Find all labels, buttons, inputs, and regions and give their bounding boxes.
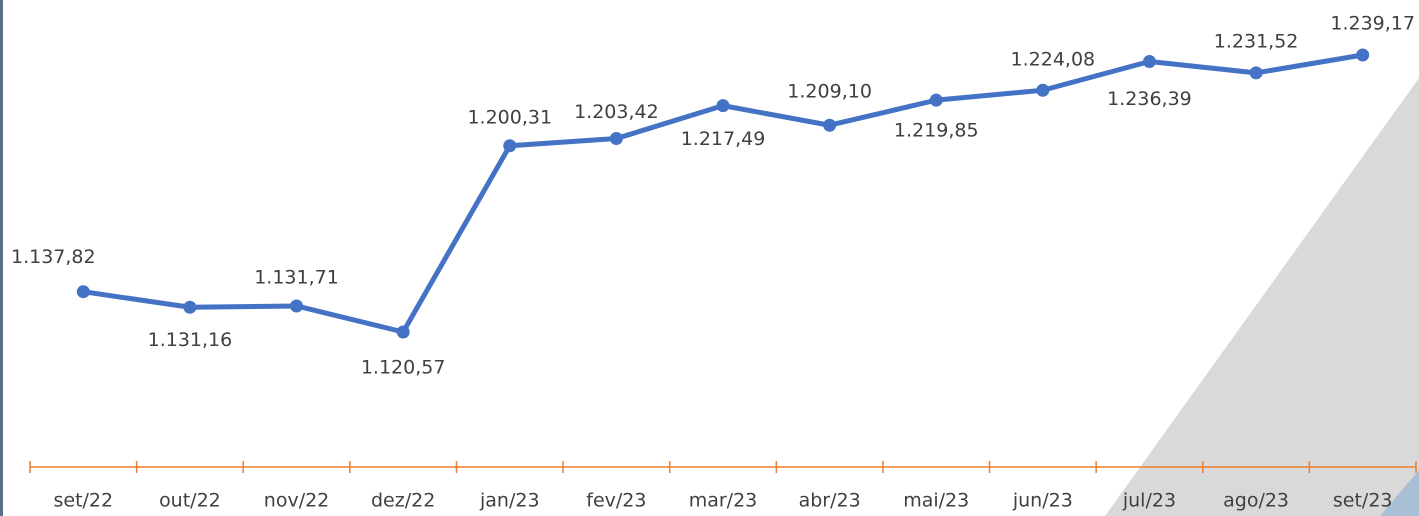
data-point <box>609 131 623 145</box>
data-point <box>183 300 197 314</box>
plot-area: 1.137,82 1.131,16 1.131,71 1.120,57 1.200,31… <box>11 13 1415 379</box>
data-point <box>716 99 730 113</box>
x-tick-label: jun/23 <box>1012 490 1073 512</box>
x-axis: set/22 out/22 nov/22 dez/22 jan/23 fev/23 mar/… <box>29 461 1417 512</box>
x-tick-label: dez/22 <box>371 490 435 512</box>
data-point <box>823 118 837 132</box>
data-point <box>290 299 304 313</box>
x-tick-label: set/23 <box>1333 490 1393 512</box>
data-label: 1.236,39 <box>1107 88 1192 110</box>
data-label: 1.137,82 <box>11 246 96 268</box>
x-tick-label: jul/23 <box>1122 490 1176 512</box>
data-label: 1.224,08 <box>1011 49 1096 71</box>
x-tick-label: ago/23 <box>1223 490 1289 512</box>
data-label: 1.120,57 <box>361 357 446 379</box>
left-border <box>0 0 3 516</box>
data-label: 1.131,71 <box>254 266 339 288</box>
x-tick-label: mar/23 <box>689 490 758 512</box>
data-label: 1.200,31 <box>467 106 552 128</box>
x-tick-label: mai/23 <box>903 490 969 512</box>
data-point <box>396 325 410 339</box>
x-tick-label: out/22 <box>159 490 221 512</box>
data-point <box>1356 48 1370 62</box>
data-point <box>1142 54 1156 68</box>
data-label: 1.239,17 <box>1330 13 1415 35</box>
x-tick-label: nov/22 <box>264 490 330 512</box>
x-tick-label: set/22 <box>53 490 113 512</box>
data-label: 1.217,49 <box>681 128 766 150</box>
data-label: 1.203,42 <box>574 101 659 123</box>
x-tick-label: abr/23 <box>799 490 861 512</box>
data-point <box>503 139 517 153</box>
data-label: 1.209,10 <box>787 81 872 103</box>
x-tick-label: jan/23 <box>479 490 540 512</box>
data-point <box>1249 66 1263 80</box>
background-shape <box>1105 78 1419 516</box>
data-point <box>76 285 90 299</box>
data-point <box>929 93 943 107</box>
data-point <box>1036 83 1050 97</box>
data-label: 1.131,16 <box>148 329 233 351</box>
corner-shape <box>1380 470 1419 516</box>
x-tick-label: fev/23 <box>586 490 646 512</box>
data-label: 1.231,52 <box>1214 30 1299 52</box>
data-label: 1.219,85 <box>894 120 979 142</box>
